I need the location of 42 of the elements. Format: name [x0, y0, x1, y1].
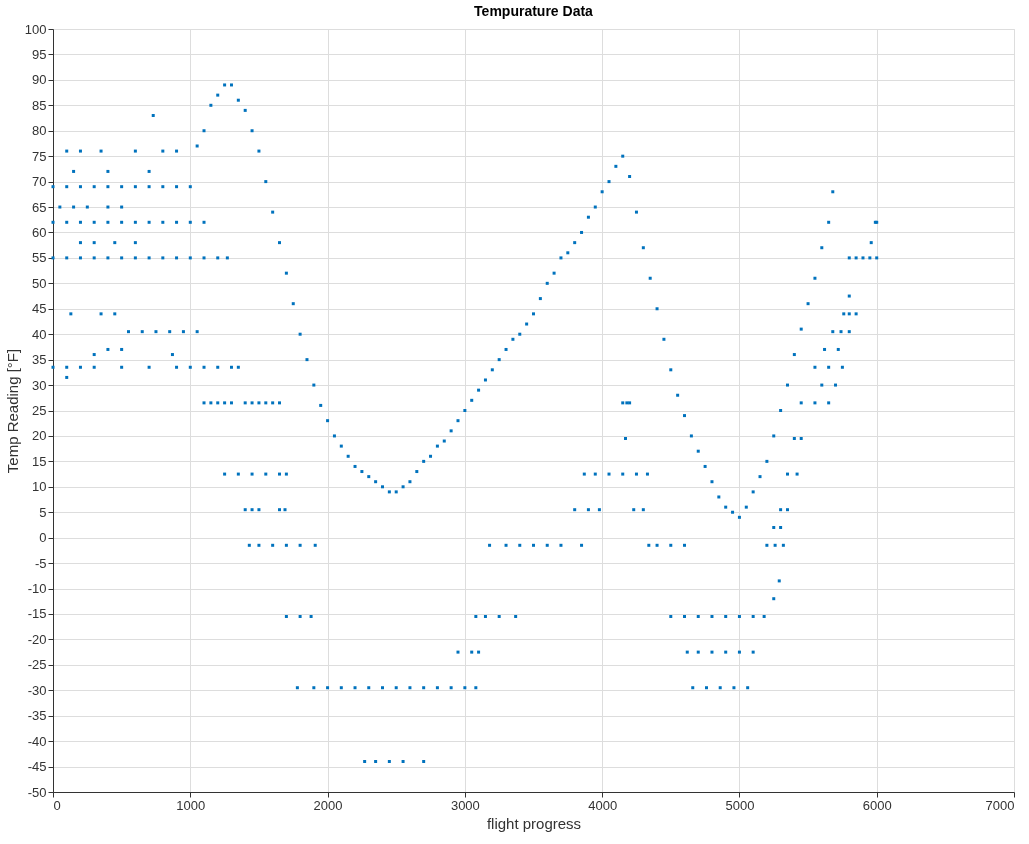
y-tick-label: -15 — [27, 606, 47, 622]
y-tick-label: 75 — [32, 148, 47, 164]
y-tick-label: 90 — [32, 72, 47, 88]
y-tick-label: -5 — [34, 555, 47, 571]
x-tick-label: 2000 — [313, 797, 343, 813]
y-tick-label: 5 — [39, 504, 47, 520]
y-tick-label: 35 — [32, 352, 47, 368]
y-tick-label: -45 — [27, 759, 47, 775]
y-tick-label: 25 — [32, 403, 47, 418]
y-tick-label: 65 — [32, 199, 47, 215]
x-tick-label: 1000 — [176, 797, 206, 813]
y-tick-label: 45 — [32, 301, 47, 317]
y-tick-label: 0 — [39, 530, 47, 546]
y-tick-label: 40 — [32, 326, 47, 342]
x-tick-label: 3000 — [450, 797, 480, 813]
y-tick-label: 100 — [24, 21, 47, 37]
y-tick-label: 10 — [32, 479, 47, 495]
y-tick-label: -35 — [27, 708, 47, 724]
y-tick-label: 80 — [32, 123, 47, 139]
x-tick-label: 6000 — [862, 797, 892, 813]
y-tick-label: -10 — [27, 581, 47, 597]
y-tick-label: 30 — [32, 377, 47, 393]
y-tick-label: -30 — [27, 682, 47, 698]
y-axis-title: Temp Reading [°F] — [3, 348, 21, 474]
y-tick-label: 20 — [32, 428, 47, 444]
x-tick-label: 5000 — [725, 797, 755, 813]
y-tick-label: 60 — [32, 224, 47, 240]
y-tick-label: 70 — [32, 174, 47, 190]
y-tick-label: 85 — [32, 97, 47, 113]
y-tick-label: -20 — [27, 631, 47, 647]
x-tick-label: 7000 — [985, 797, 1015, 813]
x-axis-title: flight progress — [486, 814, 582, 832]
x-tick-label: 4000 — [588, 797, 618, 813]
y-tick-label: -50 — [27, 784, 47, 800]
y-tick-label: 15 — [32, 453, 47, 469]
y-tick-label: -25 — [27, 657, 47, 673]
y-tick-label: 50 — [32, 275, 47, 291]
chart-title: Tempurature Data — [474, 3, 594, 19]
y-tick-label: 95 — [32, 46, 47, 62]
y-tick-label: 55 — [32, 250, 47, 266]
x-tick-label: 0 — [53, 797, 61, 813]
y-tick-label: -40 — [27, 733, 47, 749]
